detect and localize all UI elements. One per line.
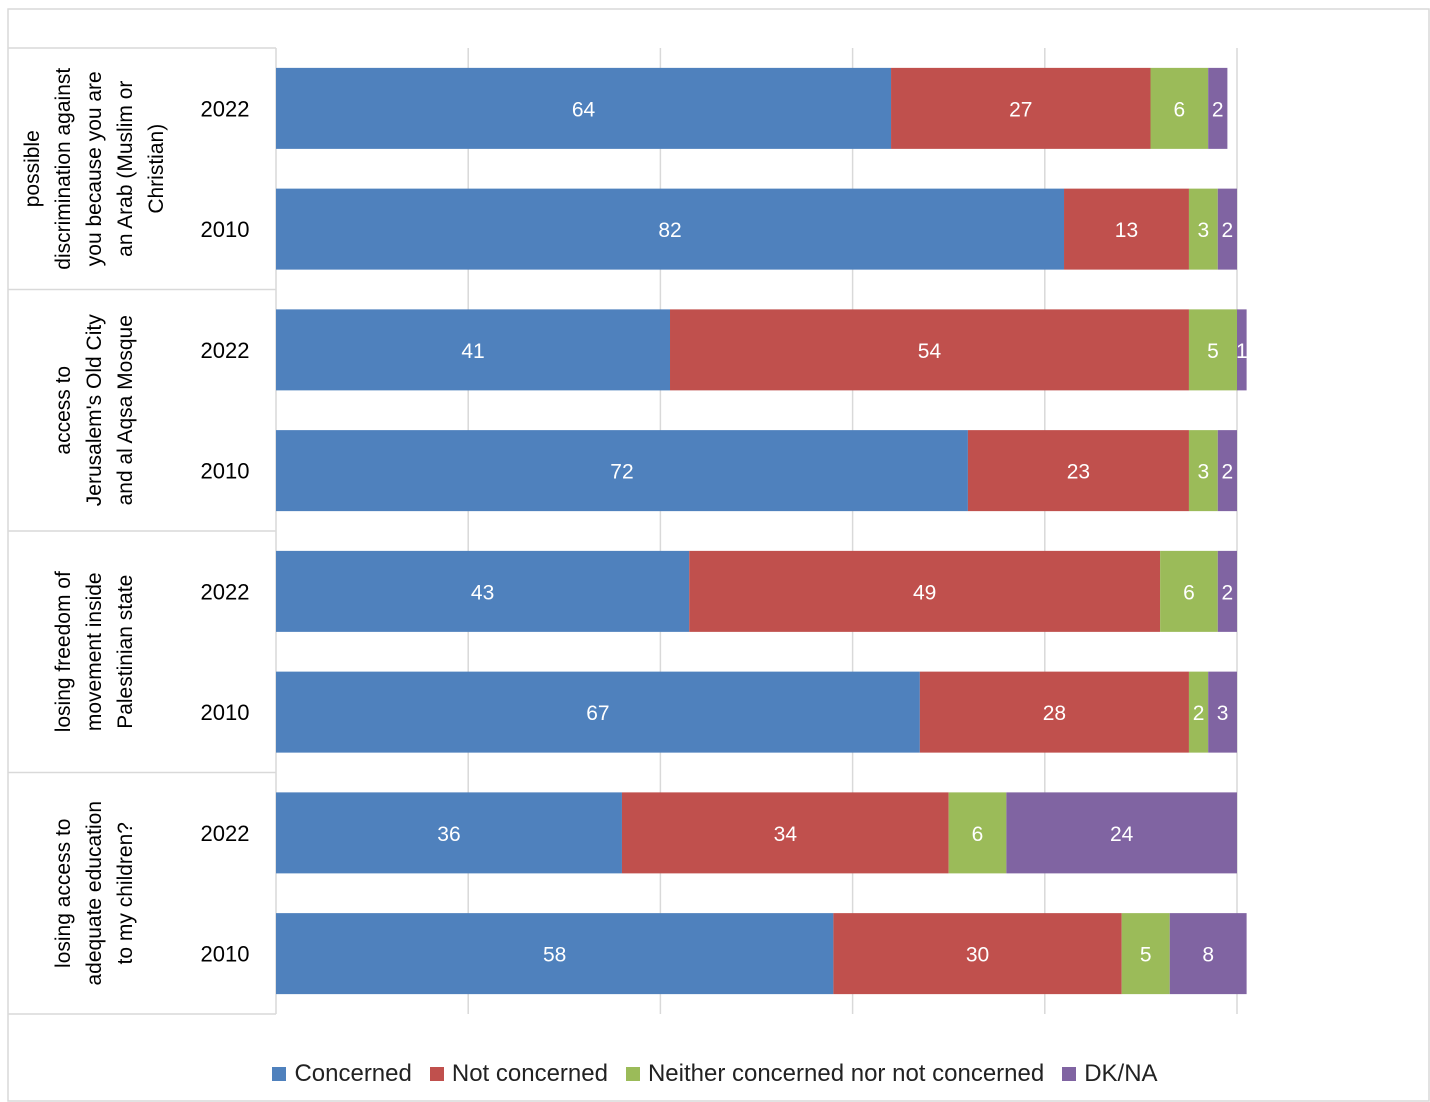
data-label: 49 — [913, 581, 936, 604]
bar-segment — [276, 913, 834, 995]
bar-segment — [276, 67, 892, 149]
bar-segment — [833, 913, 1122, 995]
legend: Concerned Not concerned Neither concerned … — [0, 1056, 1430, 1092]
data-label: 6 — [1173, 98, 1185, 121]
bar-segment — [948, 792, 1007, 874]
legend-swatch — [625, 1067, 640, 1081]
legend-swatch — [1062, 1067, 1077, 1081]
data-label: 8 — [1202, 944, 1214, 967]
data-label: 24 — [1110, 823, 1134, 846]
group-label: possible discrimination against you becaus… — [21, 68, 168, 270]
legend-item: Concerned — [272, 1060, 412, 1088]
data-label: 82 — [658, 219, 681, 242]
bar-segment — [1150, 67, 1209, 149]
bar-segment — [1237, 309, 1247, 391]
data-label: 3 — [1198, 461, 1210, 484]
bar-segment — [1188, 188, 1218, 270]
data-label: 28 — [1043, 702, 1066, 725]
data-label: 72 — [610, 461, 633, 484]
data-label: 5 — [1207, 340, 1219, 363]
bar-segment — [1188, 430, 1218, 512]
legend-label: Concerned — [294, 1060, 412, 1087]
bar-segment — [891, 67, 1151, 149]
data-label: 64 — [572, 98, 596, 121]
group-label: access to Jerusalem's Old City and al Aqsa… — [52, 314, 137, 506]
year-label: 2010 — [201, 217, 250, 242]
bar-segment — [1208, 67, 1228, 149]
year-label: 2022 — [201, 96, 250, 121]
bar-segment — [1208, 671, 1237, 753]
bar-segment — [276, 671, 920, 753]
legend-item: Neither concerned nor not concerned — [625, 1060, 1045, 1088]
year-label: 2022 — [201, 338, 250, 363]
data-label: 3 — [1198, 219, 1210, 242]
data-label: 2 — [1222, 461, 1234, 484]
data-label: 58 — [543, 944, 566, 967]
data-label: 30 — [966, 944, 989, 967]
bar-segment — [1217, 188, 1237, 270]
data-label: 2 — [1222, 219, 1234, 242]
group-label: losing access to adequate education to my … — [52, 801, 137, 986]
bar-segment — [967, 430, 1189, 512]
data-label: 3 — [1217, 702, 1229, 725]
year-label: 2010 — [201, 459, 250, 484]
legend-label: DK/NA — [1084, 1060, 1158, 1087]
bar-segment — [919, 671, 1189, 753]
data-label: 2 — [1222, 581, 1234, 604]
group-label: losing freedom of movement inside Palestin… — [52, 571, 137, 732]
year-label: 2022 — [201, 821, 250, 846]
bar-segment — [689, 550, 1161, 632]
legend-label: Not concerned — [451, 1060, 608, 1087]
data-label: 36 — [437, 823, 460, 846]
data-label: 1 — [1236, 340, 1248, 363]
bar-segment — [1217, 550, 1237, 632]
bar-segment — [621, 792, 949, 874]
data-label: 67 — [586, 702, 609, 725]
legend-item: Not concerned — [429, 1060, 608, 1088]
legend-label: Neither concerned nor not concerned — [647, 1060, 1045, 1087]
bar-segment — [1121, 913, 1170, 995]
bar-segment — [1188, 309, 1237, 391]
data-label: 5 — [1140, 944, 1152, 967]
bar-segment — [1006, 792, 1237, 874]
data-label: 6 — [972, 823, 984, 846]
bar-segment — [1169, 913, 1247, 995]
year-label: 2010 — [201, 700, 250, 725]
year-label: 2010 — [201, 942, 250, 967]
data-label: 6 — [1183, 581, 1195, 604]
data-label: 2 — [1212, 98, 1224, 121]
data-label: 54 — [918, 340, 942, 363]
data-label: 13 — [1115, 219, 1138, 242]
bar-segment — [276, 792, 622, 874]
data-label: 23 — [1067, 461, 1090, 484]
bar-segment — [670, 309, 1189, 391]
bar-segment — [276, 430, 968, 512]
bar-segment — [1064, 188, 1189, 270]
legend-swatch — [272, 1067, 287, 1081]
bar-segment — [1217, 430, 1237, 512]
bar-segment — [1160, 550, 1218, 632]
data-label: 27 — [1009, 98, 1032, 121]
bar-segment — [276, 309, 671, 391]
legend-swatch — [429, 1067, 444, 1081]
bar-segment — [1188, 671, 1209, 753]
data-label: 41 — [461, 340, 484, 363]
bar-segment — [276, 188, 1065, 270]
bars: 64 27 6 282 13 3 241 54 5 172 23 3 243 49 6 267 28 2 336 34… — [276, 67, 1248, 995]
data-label: 43 — [471, 581, 494, 604]
legend-item: DK/NA — [1062, 1060, 1158, 1088]
data-label: 34 — [774, 823, 798, 846]
bar-segment — [276, 550, 690, 632]
data-label: 2 — [1193, 702, 1205, 725]
year-label: 2022 — [201, 579, 250, 604]
